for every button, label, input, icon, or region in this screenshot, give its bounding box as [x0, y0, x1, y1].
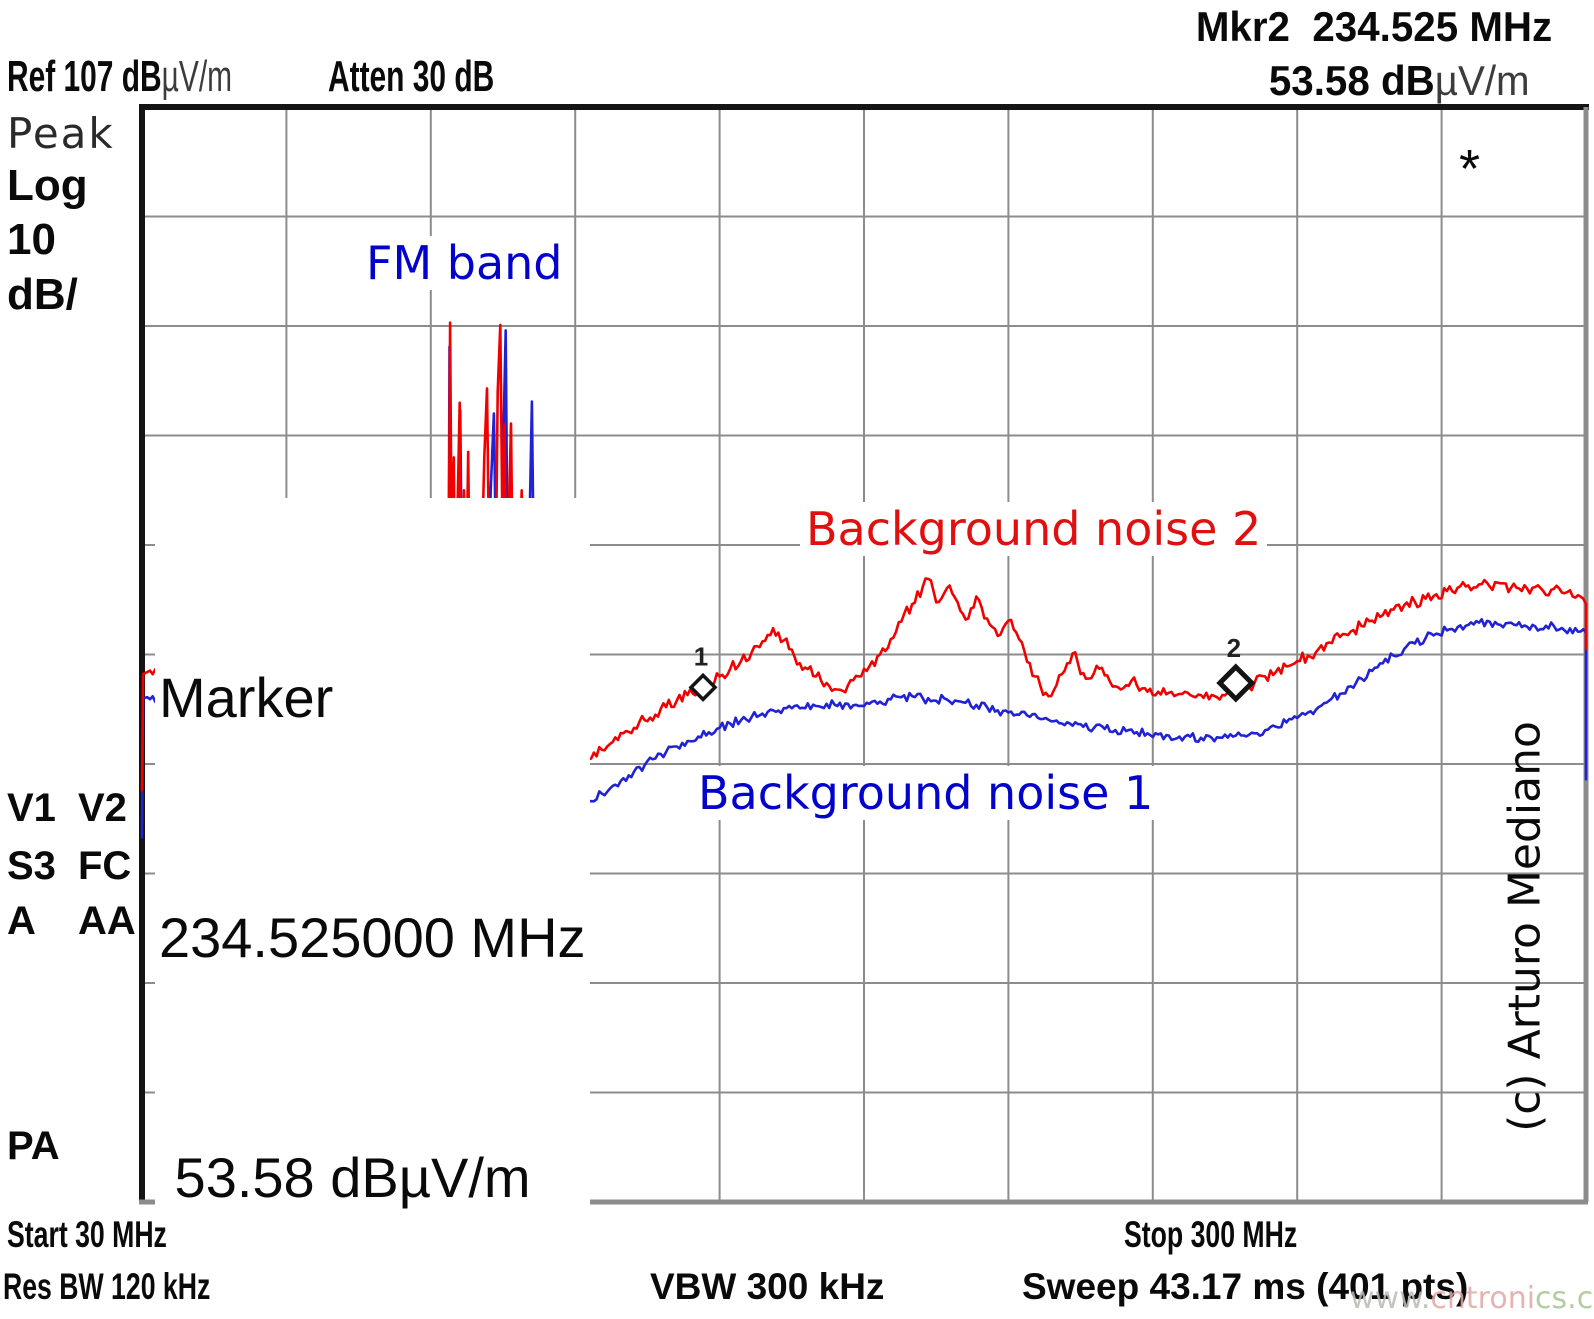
- detector-mode-label: Peak: [7, 109, 115, 158]
- background-noise-2-annotation: Background noise 2: [800, 502, 1268, 557]
- marker2-ampl-readout: 53.58 dBµV/m: [1269, 57, 1530, 105]
- status-v2: V2: [78, 786, 127, 830]
- background-noise-1-annotation: Background noise 1: [692, 766, 1160, 821]
- scale-unit-label: dB/: [7, 270, 78, 319]
- marker-1-label: 1: [694, 641, 708, 671]
- status-fc: FC: [78, 844, 132, 888]
- marker-2-label: 2: [1227, 633, 1241, 663]
- marker-annotation-ampl: 53.58 dBµV/m: [159, 1146, 531, 1209]
- marker-readout-annotation: Marker 234.525000 MHz 53.58 dBµV/m: [155, 498, 590, 1319]
- status-a: A: [7, 899, 36, 943]
- status-aa: AA: [78, 899, 136, 943]
- fm-band-annotation: FM band: [360, 236, 569, 291]
- watermark-suffix: cs.com: [1535, 1281, 1594, 1316]
- start-freq-label: Start 30 MHz: [7, 1214, 167, 1255]
- marker2-ampl-unit: µV/m: [1435, 57, 1530, 104]
- marker-annotation-freq: 234.525000 MHz: [159, 906, 586, 969]
- marker-2-diamond: [1216, 663, 1256, 703]
- marker2-freq-readout: Mkr2 234.525 MHz: [1195, 3, 1552, 50]
- asterisk-indicator: *: [1459, 139, 1481, 199]
- scale-value-label: 10: [7, 215, 56, 264]
- scale-type-label: Log: [7, 161, 88, 210]
- res-bw-label: Res BW 120 kHz: [3, 1266, 211, 1307]
- watermark-prefix: www.: [1350, 1281, 1431, 1316]
- sweep-label: Sweep 43.17 ms (401 pts): [1022, 1266, 1469, 1307]
- status-pa: PA: [7, 1124, 60, 1168]
- ref-level-unit: µV/m: [161, 52, 233, 101]
- marker2-ampl-value: 53.58 dB: [1269, 57, 1436, 104]
- stop-freq-label: Stop 300 MHz: [1124, 1214, 1298, 1255]
- marker-1-diamond: [688, 672, 718, 702]
- marker-annotation-title: Marker: [159, 666, 334, 729]
- copyright-credit: (c) Arturo Mediano: [1499, 721, 1551, 1132]
- ref-level-value: Ref 107 dB: [7, 52, 162, 101]
- status-s3: S3: [7, 844, 56, 888]
- status-v1: V1: [7, 786, 56, 830]
- ref-level-label: Ref 107 dBµV/m: [7, 52, 232, 102]
- atten-label: Atten 30 dB: [328, 52, 495, 101]
- watermark-middle: cntroni: [1430, 1281, 1536, 1316]
- vbw-label: VBW 300 kHz: [650, 1266, 885, 1307]
- watermark: www.cntronics.com: [1350, 1281, 1594, 1316]
